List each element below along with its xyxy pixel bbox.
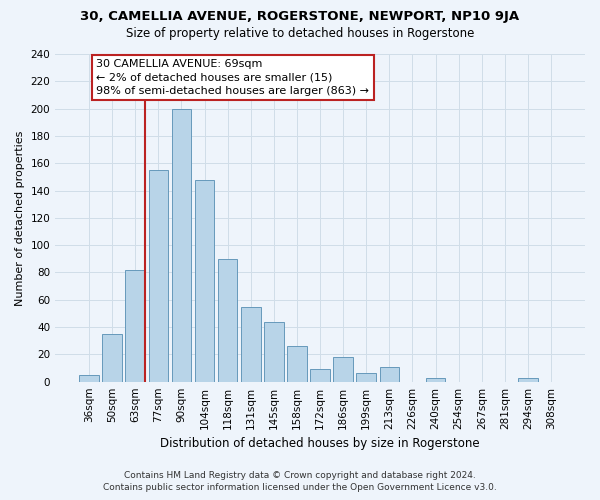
Bar — [149, 170, 168, 382]
Bar — [195, 180, 214, 382]
Bar — [287, 346, 307, 382]
Bar — [264, 322, 284, 382]
Text: Size of property relative to detached houses in Rogerstone: Size of property relative to detached ho… — [126, 28, 474, 40]
Bar — [103, 334, 122, 382]
Bar — [518, 378, 538, 382]
Bar — [310, 370, 330, 382]
Bar — [79, 375, 99, 382]
X-axis label: Distribution of detached houses by size in Rogerstone: Distribution of detached houses by size … — [160, 437, 480, 450]
Bar — [380, 366, 399, 382]
Bar — [218, 259, 238, 382]
Text: 30 CAMELLIA AVENUE: 69sqm
← 2% of detached houses are smaller (15)
98% of semi-d: 30 CAMELLIA AVENUE: 69sqm ← 2% of detach… — [97, 60, 370, 96]
Text: Contains HM Land Registry data © Crown copyright and database right 2024.
Contai: Contains HM Land Registry data © Crown c… — [103, 471, 497, 492]
Bar — [241, 306, 260, 382]
Bar — [356, 374, 376, 382]
Bar — [125, 270, 145, 382]
Bar — [426, 378, 445, 382]
Text: 30, CAMELLIA AVENUE, ROGERSTONE, NEWPORT, NP10 9JA: 30, CAMELLIA AVENUE, ROGERSTONE, NEWPORT… — [80, 10, 520, 23]
Y-axis label: Number of detached properties: Number of detached properties — [15, 130, 25, 306]
Bar — [334, 357, 353, 382]
Bar — [172, 108, 191, 382]
